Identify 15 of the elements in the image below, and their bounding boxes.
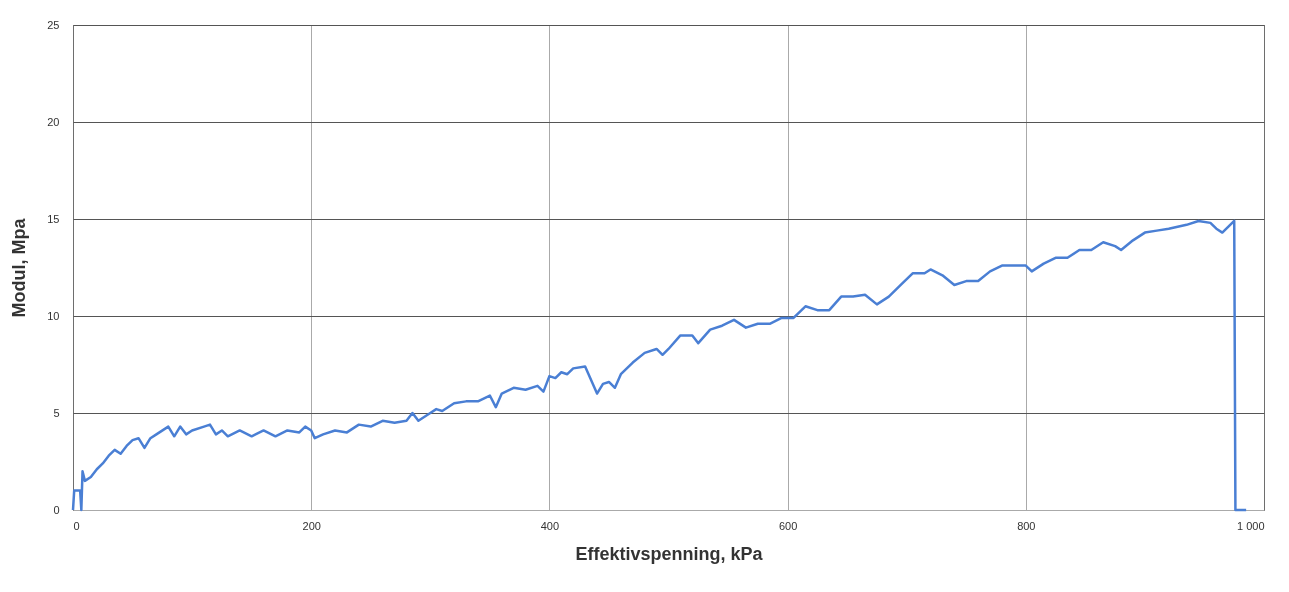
y-tick-label: 20	[47, 115, 60, 128]
y-tick-label: 25	[47, 18, 60, 31]
y-axis-title: Modul, Mpa	[9, 217, 30, 318]
x-tick-label: 0	[73, 519, 80, 532]
x-tick-label: 800	[1017, 519, 1036, 532]
x-tick-label: 400	[540, 519, 560, 532]
y-tick-label: 5	[53, 406, 60, 419]
x-axis-title: Effektivspenning, kPa	[575, 543, 764, 564]
line-series	[71, 219, 1248, 512]
y-tick-label: 10	[47, 309, 60, 322]
x-tick-label: 1 000	[1236, 519, 1265, 532]
x-tick-label: 200	[302, 519, 321, 532]
x-tick-label: 600	[778, 519, 798, 532]
y-tick-label: 0	[53, 503, 60, 516]
y-tick-label: 15	[47, 212, 60, 225]
